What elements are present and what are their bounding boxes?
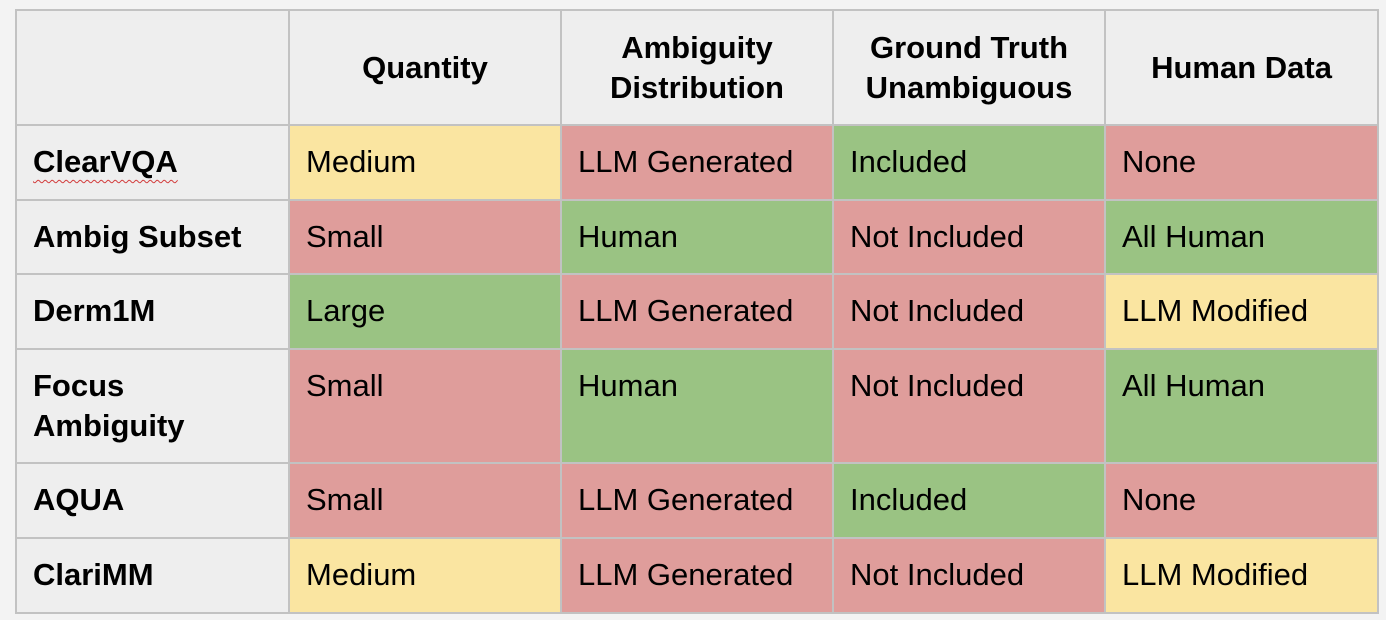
table-cell[interactable]: Small <box>288 348 562 464</box>
table-row: Focus Ambiguity Small Human Not Included… <box>15 348 1379 464</box>
table-cell[interactable]: LLM Modified <box>1104 273 1379 350</box>
table-cell[interactable]: Medium <box>288 537 562 614</box>
column-header-quantity[interactable]: Quantity <box>288 9 562 126</box>
table-cell[interactable]: LLM Modified <box>1104 537 1379 614</box>
table-cell[interactable]: LLM Generated <box>560 462 834 539</box>
corner-cell[interactable] <box>15 9 290 126</box>
table-cell[interactable]: Small <box>288 199 562 275</box>
spreadsheet-table-area: Quantity Ambiguity Distribution Ground T… <box>15 9 1379 614</box>
table-cell[interactable]: Not Included <box>832 537 1106 614</box>
table-cell[interactable]: None <box>1104 462 1379 539</box>
row-header-cell[interactable]: Ambig Subset <box>15 199 290 275</box>
table-cell[interactable]: LLM Generated <box>560 273 834 350</box>
comparison-table: Quantity Ambiguity Distribution Ground T… <box>15 9 1379 614</box>
table-cell[interactable]: Not Included <box>832 199 1106 275</box>
table-cell[interactable]: Not Included <box>832 348 1106 464</box>
table-cell[interactable]: Not Included <box>832 273 1106 350</box>
column-header-ambiguity-distribution[interactable]: Ambiguity Distribution <box>560 9 834 126</box>
row-header-cell[interactable]: ClariMM <box>15 537 290 614</box>
row-header-cell[interactable]: AQUA <box>15 462 290 539</box>
table-row: ClariMM Medium LLM Generated Not Include… <box>15 537 1379 614</box>
header-row: Quantity Ambiguity Distribution Ground T… <box>15 9 1379 126</box>
table-row: Derm1M Large LLM Generated Not Included … <box>15 273 1379 350</box>
table-row: ClearVQA Medium LLM Generated Included N… <box>15 124 1379 201</box>
row-header-cell[interactable]: Focus Ambiguity <box>15 348 290 464</box>
table-cell[interactable]: None <box>1104 124 1379 201</box>
row-header-cell[interactable]: Derm1M <box>15 273 290 350</box>
table-cell[interactable]: Medium <box>288 124 562 201</box>
table-cell[interactable]: All Human <box>1104 199 1379 275</box>
table-cell[interactable]: Included <box>832 124 1106 201</box>
table-cell[interactable]: Human <box>560 199 834 275</box>
table-cell[interactable]: Small <box>288 462 562 539</box>
column-header-ground-truth-unambiguous[interactable]: Ground Truth Unambiguous <box>832 9 1106 126</box>
table-cell[interactable]: LLM Generated <box>560 124 834 201</box>
table-cell[interactable]: Human <box>560 348 834 464</box>
table-row: Ambig Subset Small Human Not Included Al… <box>15 199 1379 275</box>
column-header-human-data[interactable]: Human Data <box>1104 9 1379 126</box>
table-cell[interactable]: LLM Generated <box>560 537 834 614</box>
row-header-cell[interactable]: ClearVQA <box>15 124 290 201</box>
table-row: AQUA Small LLM Generated Included None <box>15 462 1379 539</box>
row-header-label: ClearVQA <box>33 144 178 179</box>
table-cell[interactable]: Included <box>832 462 1106 539</box>
table-cell[interactable]: All Human <box>1104 348 1379 464</box>
table-cell[interactable]: Large <box>288 273 562 350</box>
